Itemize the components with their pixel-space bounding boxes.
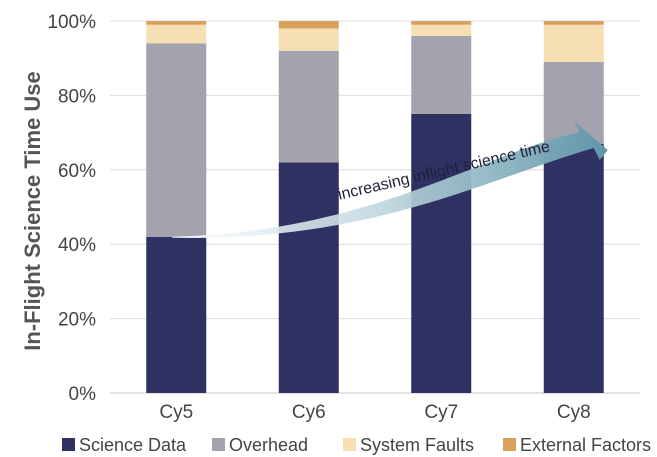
x-tick-label: Cy6	[292, 402, 326, 423]
bar-overhead	[278, 50, 339, 163]
y-tick-label: 0%	[69, 384, 97, 405]
x-tick-label: Cy8	[557, 402, 591, 423]
legend-label: External Factors	[520, 435, 651, 455]
bar-system-faults	[278, 28, 339, 51]
bars	[146, 21, 604, 393]
bar-external-factors	[411, 21, 472, 25]
legend-label: Overhead	[229, 435, 308, 455]
x-tick-label: Cy7	[424, 402, 458, 423]
legend-swatch	[212, 438, 225, 451]
y-tick-label: 20%	[58, 310, 96, 331]
y-tick-label: 80%	[58, 86, 96, 107]
y-tick-label: 100%	[47, 12, 96, 33]
legend-label: Science Data	[79, 435, 187, 455]
bar-science-data	[411, 114, 472, 393]
y-axis-label: In-Flight Science Time Use	[20, 71, 45, 351]
bar-external-factors	[543, 21, 604, 25]
legend-swatch	[503, 438, 516, 451]
bar-overhead	[411, 35, 472, 114]
legend-label: System Faults	[360, 435, 474, 455]
legend-swatch	[62, 438, 75, 451]
legend: Science Data Overhead System Faults Externa…	[62, 435, 651, 455]
bar-external-factors	[146, 21, 207, 25]
bar-science-data	[146, 236, 207, 393]
y-axis-ticks: 0% 20% 40% 60% 80% 100%	[47, 12, 96, 405]
y-tick-label: 40%	[58, 235, 96, 256]
bar-system-faults	[411, 24, 472, 36]
x-tick-label: Cy5	[159, 402, 193, 423]
trend-annotation: increasing inflight science time	[172, 121, 608, 238]
bar-system-faults	[146, 24, 207, 44]
y-tick-label: 60%	[58, 161, 96, 182]
bar-science-data	[278, 162, 339, 393]
bar-overhead	[146, 43, 207, 237]
bar-science-data	[543, 143, 604, 393]
bar-system-faults	[543, 24, 604, 62]
bar-external-factors	[278, 21, 339, 29]
legend-swatch	[343, 438, 356, 451]
x-axis-ticks: Cy5 Cy6 Cy7 Cy8	[159, 402, 590, 423]
bar-overhead	[543, 61, 604, 144]
